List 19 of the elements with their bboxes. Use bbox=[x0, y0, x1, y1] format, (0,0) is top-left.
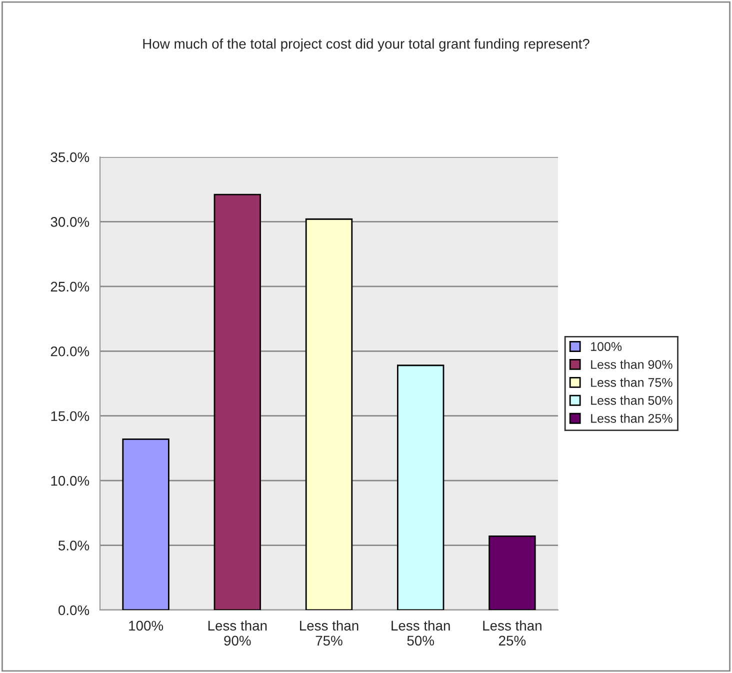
y-tick-label: 0.0% bbox=[58, 605, 90, 616]
x-tick-label: Less than 75% bbox=[300, 620, 358, 646]
x-tick-label: Less than 25% bbox=[483, 620, 542, 646]
x-tick-label: Less than 90% bbox=[208, 620, 267, 646]
y-tick-label: 15.0% bbox=[51, 411, 90, 422]
y-tick-label: 10.0% bbox=[51, 476, 90, 486]
legend-label: Less than 90% bbox=[591, 360, 672, 369]
legend-label: 100% bbox=[591, 342, 622, 351]
legend-label: Less than 50% bbox=[591, 396, 672, 405]
y-tick-label: 5.0% bbox=[58, 540, 90, 550]
chart-title: How much of the total project cost did your total grant funding represent? bbox=[143, 38, 590, 52]
y-tick-label: 20.0% bbox=[50, 346, 90, 356]
x-tick-label: 100% bbox=[129, 620, 164, 631]
y-tick-label: 25.0% bbox=[50, 282, 90, 292]
legend-label: Less than 25% bbox=[591, 414, 672, 423]
legend-label: Less than 75% bbox=[591, 378, 672, 387]
y-tick-label: 30.0% bbox=[50, 217, 90, 227]
x-tick-label: Less than 50% bbox=[392, 620, 450, 646]
y-tick-label: 35.0% bbox=[50, 152, 90, 162]
